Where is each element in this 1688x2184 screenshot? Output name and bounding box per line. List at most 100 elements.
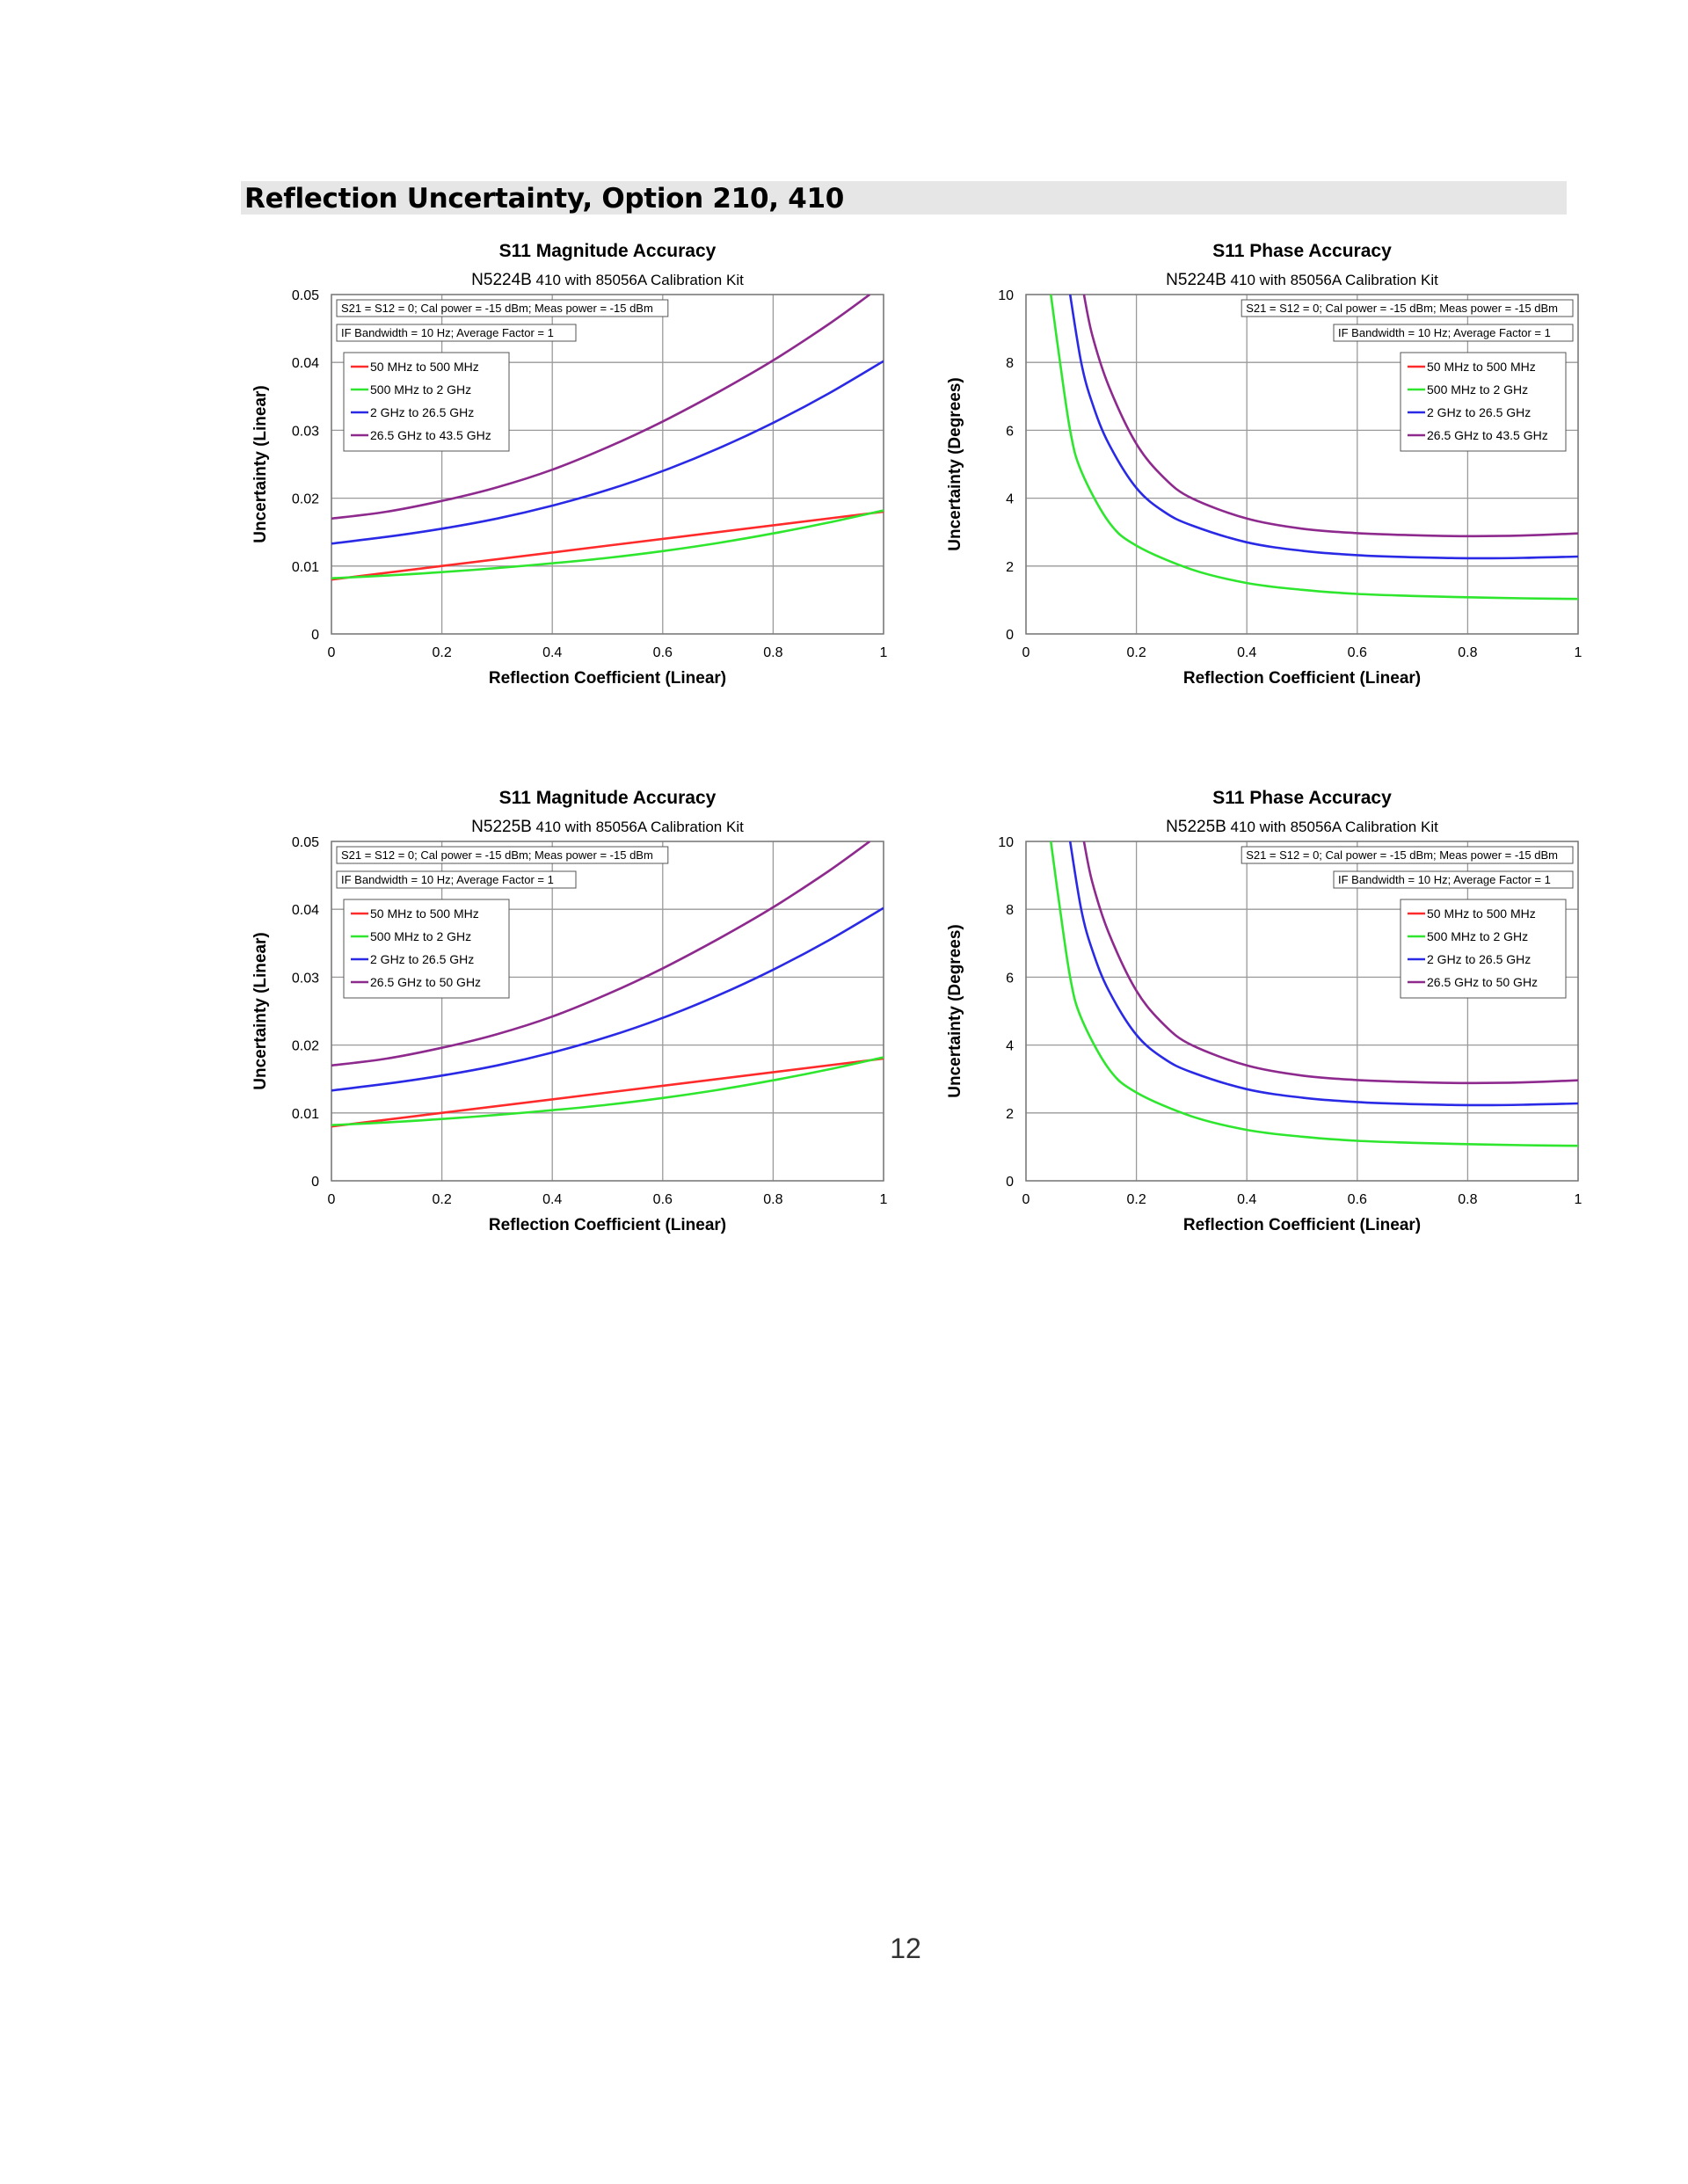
chart-subtitle: N5225B 410 with 85056A Calibration Kit xyxy=(471,818,744,836)
condition-box xyxy=(336,324,577,342)
y-tick-label: 0.02 xyxy=(292,1039,319,1054)
chart-magnitude-n5224b: S11 Magnitude Accuracy N5224B 410 with 85… xyxy=(246,230,897,696)
chart-svg: S11 Phase Accuracy N5225B 410 with 85056A… xyxy=(946,788,1582,1234)
condition-box xyxy=(1333,324,1574,342)
legend-label: 26.5 GHz to 43.5 GHz xyxy=(370,428,491,442)
x-tick-label: 0.4 xyxy=(1237,645,1256,660)
legend-box xyxy=(343,899,510,999)
x-axis-label: Reflection Coefficient (Linear) xyxy=(1183,1216,1421,1234)
condition-text: IF Bandwidth = 10 Hz; Average Factor = 1 xyxy=(341,326,554,339)
legend-label: 50 MHz to 500 MHz xyxy=(1427,906,1536,921)
plot-area xyxy=(331,295,884,634)
y-tick-label: 2 xyxy=(1006,560,1014,575)
y-tick-label: 8 xyxy=(1006,903,1014,918)
series-line xyxy=(1050,295,1578,601)
series-line xyxy=(1050,841,1578,1147)
series-line xyxy=(331,360,884,545)
x-tick-label: 0 xyxy=(328,645,336,660)
x-tick-label: 0.6 xyxy=(653,1192,673,1207)
chart-subtitle-text: 410 with 85056A Calibration Kit xyxy=(1226,819,1438,835)
y-axis-label: Uncertainty (Linear) xyxy=(251,932,270,1089)
chart-subtitle-text: 410 with 85056A Calibration Kit xyxy=(1226,272,1438,288)
x-tick-label: 0.6 xyxy=(1348,645,1367,660)
series-line xyxy=(331,509,884,579)
series-group xyxy=(331,841,884,1128)
x-tick-label: 0.6 xyxy=(653,645,673,660)
y-tick-label: 0.03 xyxy=(292,971,319,986)
plot-area xyxy=(1026,841,1578,1181)
y-tick-label: 0.01 xyxy=(292,1107,319,1122)
series-line xyxy=(1082,295,1578,538)
x-tick-label: 1 xyxy=(1575,645,1582,660)
legend-label: 500 MHz to 2 GHz xyxy=(1427,929,1528,943)
section-title: Reflection Uncertainty, Option 210, 410 xyxy=(244,183,845,215)
legend-label: 2 GHz to 26.5 GHz xyxy=(370,405,474,419)
series-line xyxy=(1082,841,1578,1085)
legend-label: 50 MHz to 500 MHz xyxy=(1427,360,1536,374)
x-tick-label: 0.2 xyxy=(432,1192,451,1207)
y-axis-label: Uncertainty (Degrees) xyxy=(946,924,964,1097)
chart-phase-n5225b: S11 Phase Accuracy N5225B 410 with 85056A… xyxy=(941,777,1591,1243)
y-tick-label: 10 xyxy=(998,835,1014,850)
section-header: Reflection Uncertainty, Option 210, 410 xyxy=(241,181,1567,215)
chart-subtitle: N5224B 410 with 85056A Calibration Kit xyxy=(1166,271,1438,289)
legend-label: 2 GHz to 26.5 GHz xyxy=(1427,952,1531,966)
legend-label: 50 MHz to 500 MHz xyxy=(370,360,479,374)
series-group xyxy=(331,295,884,581)
y-tick-label: 6 xyxy=(1006,971,1014,986)
x-tick-label: 0.8 xyxy=(763,1192,782,1207)
x-tick-label: 0.2 xyxy=(1126,645,1146,660)
plot-border xyxy=(1025,294,1579,635)
condition-text: S21 = S12 = 0; Cal power = -15 dBm; Meas… xyxy=(1246,848,1558,862)
legend-label: 26.5 GHz to 50 GHz xyxy=(370,975,481,989)
chart-svg: S11 Magnitude Accuracy N5225B 410 with 85… xyxy=(251,788,888,1234)
y-tick-label: 6 xyxy=(1006,424,1014,439)
condition-box xyxy=(1241,299,1574,317)
x-tick-label: 0.8 xyxy=(1458,1192,1477,1207)
series-line xyxy=(1068,841,1578,1107)
y-axis-label: Uncertainty (Linear) xyxy=(251,385,270,542)
condition-box xyxy=(1241,846,1574,864)
series-group xyxy=(1050,295,1578,601)
y-tick-label: 0 xyxy=(1006,1175,1014,1190)
series-line xyxy=(1068,295,1578,560)
series-line xyxy=(331,1057,884,1128)
legend-box xyxy=(1400,352,1567,452)
legend-label: 500 MHz to 2 GHz xyxy=(1427,382,1528,397)
chart-title: S11 Phase Accuracy xyxy=(1212,241,1392,261)
condition-text: IF Bandwidth = 10 Hz; Average Factor = 1 xyxy=(1338,326,1551,339)
y-tick-label: 0 xyxy=(311,628,319,643)
x-tick-label: 0 xyxy=(1022,645,1030,660)
x-tick-label: 0 xyxy=(1022,1192,1030,1207)
chart-svg: S11 Phase Accuracy N5224B 410 with 85056A… xyxy=(946,241,1582,688)
legend-box xyxy=(1400,899,1567,999)
y-tick-label: 0.02 xyxy=(292,492,319,507)
chart-subtitle-text: 410 with 85056A Calibration Kit xyxy=(532,272,744,288)
x-tick-label: 0.2 xyxy=(432,645,451,660)
chart-subtitle: N5225B 410 with 85056A Calibration Kit xyxy=(1166,818,1438,836)
y-tick-label: 8 xyxy=(1006,356,1014,371)
chart-title: S11 Phase Accuracy xyxy=(1212,788,1392,808)
x-tick-label: 1 xyxy=(1575,1192,1582,1207)
condition-text: S21 = S12 = 0; Cal power = -15 dBm; Meas… xyxy=(341,302,653,315)
y-tick-label: 0 xyxy=(1006,628,1014,643)
legend-box xyxy=(343,352,510,452)
x-tick-label: 0 xyxy=(328,1192,336,1207)
chart-subtitle-model: N5225B xyxy=(1166,818,1226,836)
chart-title: S11 Magnitude Accuracy xyxy=(499,788,717,808)
series-line xyxy=(331,295,871,521)
y-tick-label: 10 xyxy=(998,288,1014,303)
y-tick-label: 0.03 xyxy=(292,424,319,439)
series-line xyxy=(331,906,884,1092)
legend-label: 500 MHz to 2 GHz xyxy=(370,382,471,397)
series-line xyxy=(331,510,884,581)
chart-subtitle-model: N5225B xyxy=(471,818,532,836)
condition-text: S21 = S12 = 0; Cal power = -15 dBm; Meas… xyxy=(341,848,653,862)
x-tick-label: 1 xyxy=(880,645,888,660)
chart-subtitle-text: 410 with 85056A Calibration Kit xyxy=(532,819,744,835)
x-axis-label: Reflection Coefficient (Linear) xyxy=(489,1216,726,1234)
condition-box xyxy=(336,299,669,317)
y-tick-label: 0.05 xyxy=(292,835,319,850)
x-tick-label: 1 xyxy=(880,1192,888,1207)
plot-border xyxy=(331,841,884,1182)
